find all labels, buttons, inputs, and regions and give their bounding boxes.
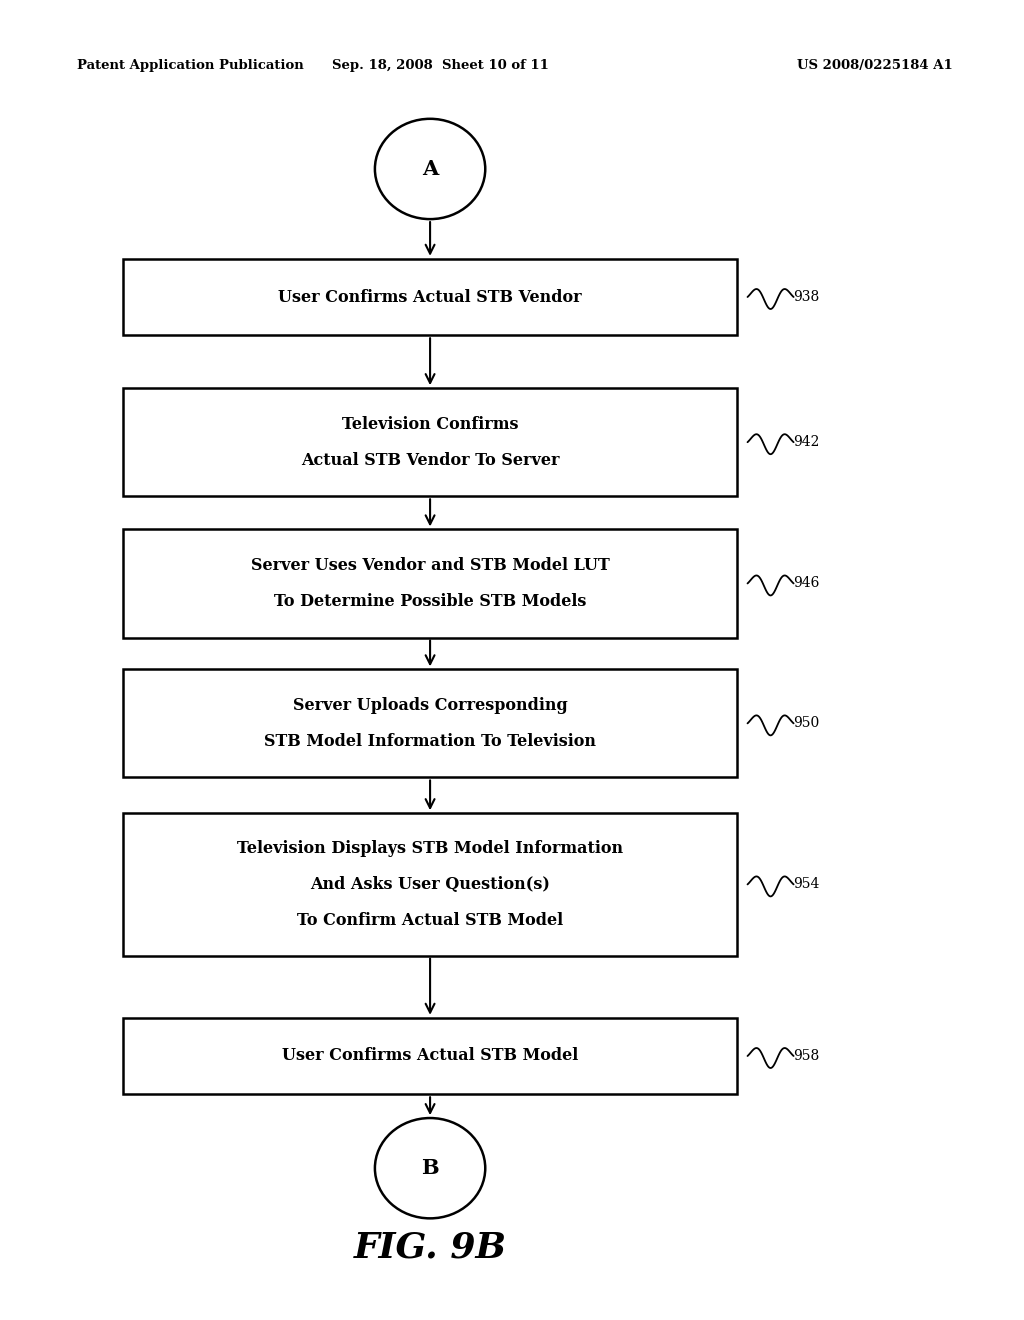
Text: A: A xyxy=(422,158,438,180)
Text: To Confirm Actual STB Model: To Confirm Actual STB Model xyxy=(297,912,563,928)
Text: User Confirms Actual STB Vendor: User Confirms Actual STB Vendor xyxy=(279,289,582,305)
Text: Patent Application Publication: Patent Application Publication xyxy=(77,59,303,73)
Bar xyxy=(123,813,737,956)
Bar xyxy=(123,388,737,496)
Text: STB Model Information To Television: STB Model Information To Television xyxy=(264,733,596,750)
Text: Server Uses Vendor and STB Model LUT: Server Uses Vendor and STB Model LUT xyxy=(251,557,609,574)
Bar xyxy=(123,529,737,638)
Text: 958: 958 xyxy=(794,1049,820,1063)
Text: Server Uploads Corresponding: Server Uploads Corresponding xyxy=(293,697,567,714)
Text: 946: 946 xyxy=(794,577,820,590)
Bar xyxy=(123,1018,737,1094)
Text: Television Confirms: Television Confirms xyxy=(342,416,518,433)
Bar xyxy=(123,669,737,777)
Text: To Determine Possible STB Models: To Determine Possible STB Models xyxy=(273,593,587,610)
Text: 938: 938 xyxy=(794,290,820,304)
Text: 950: 950 xyxy=(794,717,820,730)
Text: Television Displays STB Model Information: Television Displays STB Model Informatio… xyxy=(237,841,624,857)
Text: US 2008/0225184 A1: US 2008/0225184 A1 xyxy=(797,59,952,73)
Text: 954: 954 xyxy=(794,878,820,891)
Text: And Asks User Question(s): And Asks User Question(s) xyxy=(310,876,550,892)
Bar xyxy=(123,259,737,335)
Text: B: B xyxy=(421,1158,439,1179)
Text: User Confirms Actual STB Model: User Confirms Actual STB Model xyxy=(282,1048,579,1064)
Text: 942: 942 xyxy=(794,436,820,449)
Text: Sep. 18, 2008  Sheet 10 of 11: Sep. 18, 2008 Sheet 10 of 11 xyxy=(332,59,549,73)
Text: FIG. 9B: FIG. 9B xyxy=(353,1230,507,1265)
Text: Actual STB Vendor To Server: Actual STB Vendor To Server xyxy=(301,451,559,469)
